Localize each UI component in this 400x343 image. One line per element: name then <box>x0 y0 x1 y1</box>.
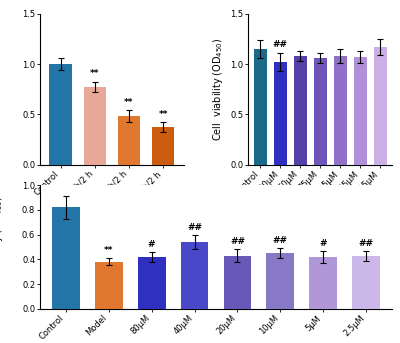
Y-axis label: Cell  viability (OD$_{450}$): Cell viability (OD$_{450}$) <box>0 38 3 141</box>
Bar <box>309 257 337 309</box>
Text: #: # <box>148 240 155 249</box>
Bar <box>334 56 347 165</box>
Bar <box>50 64 72 165</box>
Text: #: # <box>320 239 327 248</box>
Bar <box>180 242 208 309</box>
Text: ##: ## <box>359 239 374 248</box>
Bar <box>374 47 386 165</box>
Bar <box>314 58 327 165</box>
Text: **: ** <box>90 69 100 78</box>
Text: ##: ## <box>230 237 245 246</box>
Bar <box>352 256 380 309</box>
Text: **: ** <box>158 110 168 119</box>
Bar <box>224 256 252 309</box>
Text: a: a <box>108 252 116 265</box>
Y-axis label: Cell  viability (OD$_{450}$): Cell viability (OD$_{450}$) <box>211 38 225 141</box>
Bar <box>52 208 80 309</box>
Text: ##: ## <box>273 236 288 245</box>
Bar <box>95 262 123 309</box>
Text: b: b <box>316 252 324 265</box>
Bar <box>266 253 294 309</box>
Bar <box>138 257 166 309</box>
Text: **: ** <box>104 246 114 255</box>
Bar <box>118 116 140 165</box>
Text: ##: ## <box>273 40 288 49</box>
Bar <box>354 57 366 165</box>
Bar <box>254 49 267 165</box>
Bar <box>294 56 307 165</box>
Text: **: ** <box>124 97 134 107</box>
Y-axis label: Cell  viability (OD$_{450}$): Cell viability (OD$_{450}$) <box>0 196 5 298</box>
Bar <box>84 87 106 165</box>
Bar <box>152 127 174 165</box>
Bar <box>274 62 287 165</box>
Text: ##: ## <box>187 223 202 232</box>
